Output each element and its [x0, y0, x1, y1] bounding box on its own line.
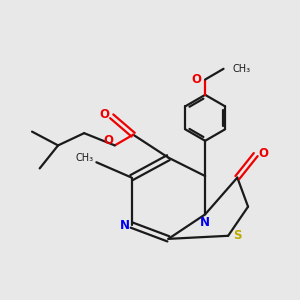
Text: N: N — [120, 219, 130, 232]
Text: O: O — [103, 134, 113, 147]
Text: CH₃: CH₃ — [75, 153, 93, 163]
Text: S: S — [233, 229, 242, 242]
Text: O: O — [99, 108, 109, 121]
Text: N: N — [200, 216, 210, 230]
Text: O: O — [258, 147, 268, 160]
Text: O: O — [192, 73, 202, 86]
Text: CH₃: CH₃ — [233, 64, 251, 74]
